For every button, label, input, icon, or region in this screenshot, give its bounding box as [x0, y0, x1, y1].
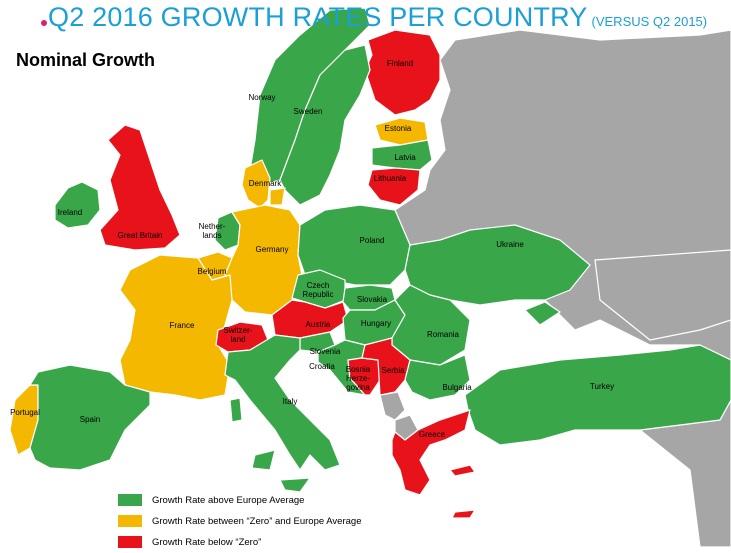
island-6 — [524, 301, 561, 326]
island-2 — [251, 449, 276, 471]
country-latvia — [371, 139, 433, 171]
country-great-britain — [99, 124, 181, 251]
country-spain — [29, 364, 151, 471]
map-subtitle: Nominal Growth — [16, 50, 155, 70]
country-label-italy: Italy — [283, 397, 298, 406]
country-label-spain: Spain — [80, 415, 100, 424]
country-label-nether-lands: Nether-lands — [199, 222, 226, 240]
country-label-belgium: Belgium — [198, 267, 227, 276]
country-label-great-britain: Great Britain — [118, 231, 163, 240]
island-3 — [229, 397, 243, 423]
country-label-ukraine: Ukraine — [496, 240, 524, 249]
country-label-germany: Germany — [256, 245, 289, 254]
country-lithuania — [367, 167, 421, 206]
labels-layer: Finland Norway Sweden Estonia Latvia Lithuani… — [10, 59, 614, 439]
legend-label-above: Growth Rate above Europe Average — [152, 494, 305, 506]
country-label-lithuania: Lithuania — [374, 174, 407, 183]
legend-row-above: Growth Rate above Europe Average — [118, 490, 361, 510]
country-label-slovakia: Slovakia — [357, 295, 388, 304]
country-sweden — [279, 44, 371, 206]
legend-label-between: Growth Rate between “Zero” and Europe Av… — [152, 515, 362, 527]
country-label-sweden: Sweden — [294, 107, 323, 116]
country-czech-republic — [291, 269, 346, 309]
grey-caucasus — [594, 249, 731, 341]
country-label-france: France — [170, 321, 195, 330]
country-serbia — [361, 337, 411, 396]
country-label-norway: Norway — [248, 93, 275, 102]
country-ireland — [54, 181, 101, 229]
country-label-slovenia: Slovenia — [310, 347, 341, 356]
countries-layer — [9, 7, 731, 547]
country-label-croatia: Croatia — [309, 362, 335, 371]
country-finland — [364, 29, 441, 116]
country-label-turkey: Turkey — [590, 382, 614, 391]
country-label-switzer-land: Switzer-land — [224, 326, 253, 344]
legend: Growth Rate above Europe Average Growth … — [118, 490, 361, 553]
page-title: Q2 2016 GROWTH RATES PER COUNTRY (VERSUS … — [48, 2, 707, 33]
country-label-austria: Austria — [306, 320, 331, 329]
country-label-bulgaria: Bulgaria — [442, 383, 472, 392]
country-label-czech-republic: Czech Republic — [302, 281, 333, 299]
country-label-estonia: Estonia — [385, 124, 412, 133]
country-austria — [271, 299, 349, 339]
country-bulgaria — [404, 354, 471, 401]
country-italy — [224, 334, 341, 471]
legend-swatch-below — [118, 536, 142, 548]
legend-row-below: Growth Rate below “Zero” — [118, 532, 361, 552]
country-label-portugal: Portugal — [10, 408, 40, 417]
country-label-latvia: Latvia — [394, 153, 416, 162]
country-turkey — [464, 344, 731, 446]
country-label-denmark: Denmark — [249, 179, 282, 188]
country-romania — [391, 284, 471, 366]
country-label-greece: Greece — [419, 430, 446, 439]
title-main: Q2 2016 GROWTH RATES PER COUNTRY — [48, 2, 588, 32]
country-poland — [297, 204, 411, 286]
country-france — [119, 254, 233, 401]
country-label-serbia: Serbia — [381, 366, 405, 375]
legend-swatch-between — [118, 515, 142, 527]
country-label-romania: Romania — [427, 330, 460, 339]
country-greece — [391, 409, 471, 496]
legend-label-below: Growth Rate below “Zero” — [152, 536, 262, 548]
country-label-ireland: Ireland — [58, 208, 82, 217]
grey-montenegro-albania-kosovo — [379, 391, 406, 421]
island-1 — [451, 509, 476, 519]
title-bullet — [41, 20, 47, 26]
island-4 — [279, 477, 311, 493]
legend-row-between: Growth Rate between “Zero” and Europe Av… — [118, 511, 361, 531]
country-label-poland: Poland — [360, 236, 385, 245]
country-denmark — [241, 159, 271, 209]
country-label-hungary: Hungary — [361, 319, 391, 328]
island-0 — [449, 464, 476, 477]
legend-swatch-above — [118, 494, 142, 506]
country-label-finland: Finland — [387, 59, 413, 68]
island-5 — [269, 187, 286, 206]
country-label-bosnia-herze-govina: Bosnia Herze-govina — [346, 365, 371, 392]
title-sub: (VERSUS Q2 2015) — [591, 14, 708, 29]
